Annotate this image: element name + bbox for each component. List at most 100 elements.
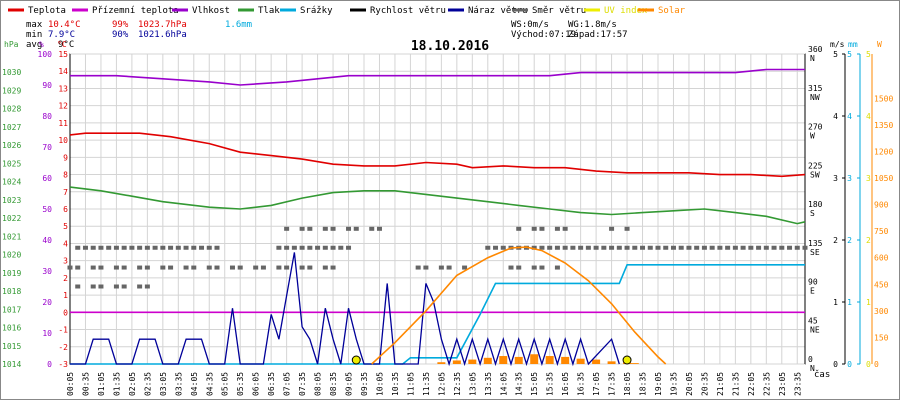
solar-bar	[530, 354, 539, 364]
tick-time: 03:05	[159, 372, 168, 396]
tick-wind-speed: 5	[833, 50, 838, 59]
legend-label: Rychlost větru	[370, 6, 446, 16]
tick-time: 22:05	[747, 372, 756, 396]
tick-pressure: 1017	[2, 305, 21, 314]
tick-wind-dir: 225	[808, 161, 823, 170]
wind-dir-mark	[307, 226, 313, 231]
tick-pressure: 1025	[2, 159, 21, 168]
tick-time: 14:05	[499, 372, 508, 396]
wind-dir-mark	[438, 265, 444, 270]
tick-solar: 600	[874, 254, 889, 263]
tick-solar: 0	[874, 360, 879, 369]
tick-time: 19:05	[654, 372, 663, 396]
tick-time: 09:05	[345, 372, 354, 396]
tick-humidity: 50	[42, 205, 52, 214]
tick-solar: 900	[874, 201, 889, 210]
tick-uv: 4	[866, 112, 871, 121]
uv-marker	[622, 355, 632, 365]
tick-time: 11:35	[422, 372, 431, 396]
tick-pressure: 1028	[2, 105, 21, 114]
wind-dir-mark	[663, 245, 669, 250]
wind-dir-mark	[686, 245, 692, 250]
tick-time: 16:35	[577, 372, 586, 396]
legend-label: UV index	[604, 6, 648, 16]
tick-solar: 750	[874, 227, 889, 236]
wind-dir-mark	[485, 245, 491, 250]
solar-bar	[592, 359, 601, 364]
tick-time: 09:35	[360, 372, 369, 396]
legend-label: Vlhkost	[192, 6, 230, 16]
tick-pressure: 1029	[2, 86, 21, 95]
series-layer	[69, 68, 806, 367]
tick-time: 02:35	[143, 372, 152, 396]
tick-wind-dir: 180	[808, 200, 823, 209]
uv-markers	[351, 355, 632, 365]
tick-solar: 450	[874, 280, 889, 289]
right-axes: 0N45NE90E135SE180S225SW270W315NW360N0123…	[804, 45, 893, 373]
tick-temperature: 1	[63, 291, 68, 300]
wind-dir-mark	[369, 226, 375, 231]
wind-dir-mark	[67, 265, 73, 270]
wind-dir-mark	[423, 265, 429, 270]
wind-dir-mark	[670, 245, 676, 250]
wind-dir-mark	[717, 245, 723, 250]
solar-bar	[545, 356, 554, 364]
tick-humidity: 30	[42, 267, 52, 276]
tick-humidity: 20	[42, 298, 52, 307]
tick-wind-dir: 0	[808, 355, 813, 364]
wind-dir-mark	[415, 265, 421, 270]
stat-max-hum: 99%	[112, 20, 129, 30]
tick-wind-dir-letter: SE	[810, 248, 820, 257]
stat-min-label: min	[26, 30, 42, 40]
tick-time: 23:05	[778, 372, 787, 396]
tick-humidity: 70	[42, 143, 52, 152]
unit-wind-speed: m/s	[830, 40, 845, 49]
wind-dir-mark	[299, 245, 305, 250]
wind-dir-mark	[640, 245, 646, 250]
wind-dir-mark	[191, 245, 197, 250]
tick-solar: 150	[874, 333, 889, 342]
wind-dir-mark	[98, 265, 104, 270]
wind-dir-mark	[694, 245, 700, 250]
wind-dir-mark	[609, 226, 615, 231]
legend-label: Přízemní teplota	[92, 6, 179, 16]
tick-time: 08:35	[329, 372, 338, 396]
wind-dir-mark	[562, 245, 568, 250]
tick-temperature: 15	[58, 50, 68, 59]
wind-dir-mark	[516, 226, 522, 231]
stat-sunset: Západ:17:57	[568, 30, 628, 40]
wind-dir-mark	[206, 265, 212, 270]
wind-dir-mark	[771, 245, 777, 250]
tick-time: 12:05	[437, 372, 446, 396]
wind-dir-mark	[98, 245, 104, 250]
tick-humidity: 80	[42, 112, 52, 121]
wind-dir-mark	[113, 265, 119, 270]
solar-bar	[437, 362, 446, 364]
wind-dir-mark	[330, 226, 336, 231]
wind-dir-mark	[624, 245, 630, 250]
wind-dir-mark	[740, 245, 746, 250]
wind-dir-mark	[709, 245, 715, 250]
solar-bar	[483, 357, 492, 364]
wind-dir-mark	[779, 245, 785, 250]
tick-time: 18:05	[623, 372, 632, 396]
tick-time: 01:05	[97, 372, 106, 396]
wind-dir-mark	[322, 265, 328, 270]
tick-wind-dir-letter: NE	[810, 325, 820, 334]
wind-dir-mark	[678, 245, 684, 250]
wind-dir-mark	[152, 245, 158, 250]
tick-wind-speed: 2	[833, 236, 838, 245]
series-Solar	[371, 246, 667, 365]
wind-dir-mark	[229, 265, 235, 270]
tick-wind-dir: 135	[808, 239, 823, 248]
solar-bar	[514, 356, 523, 364]
wind-dir-mark	[113, 245, 119, 250]
wind-dir-mark	[794, 245, 800, 250]
tick-time: 07:35	[298, 372, 307, 396]
tick-wind-dir-letter: E	[810, 287, 815, 296]
wind-dir-mark	[144, 265, 150, 270]
chart-title: 18.10.2016	[411, 39, 489, 54]
tick-solar: 1050	[874, 174, 893, 183]
tick-time: 10:05	[375, 372, 384, 396]
solar-bar	[630, 363, 639, 364]
